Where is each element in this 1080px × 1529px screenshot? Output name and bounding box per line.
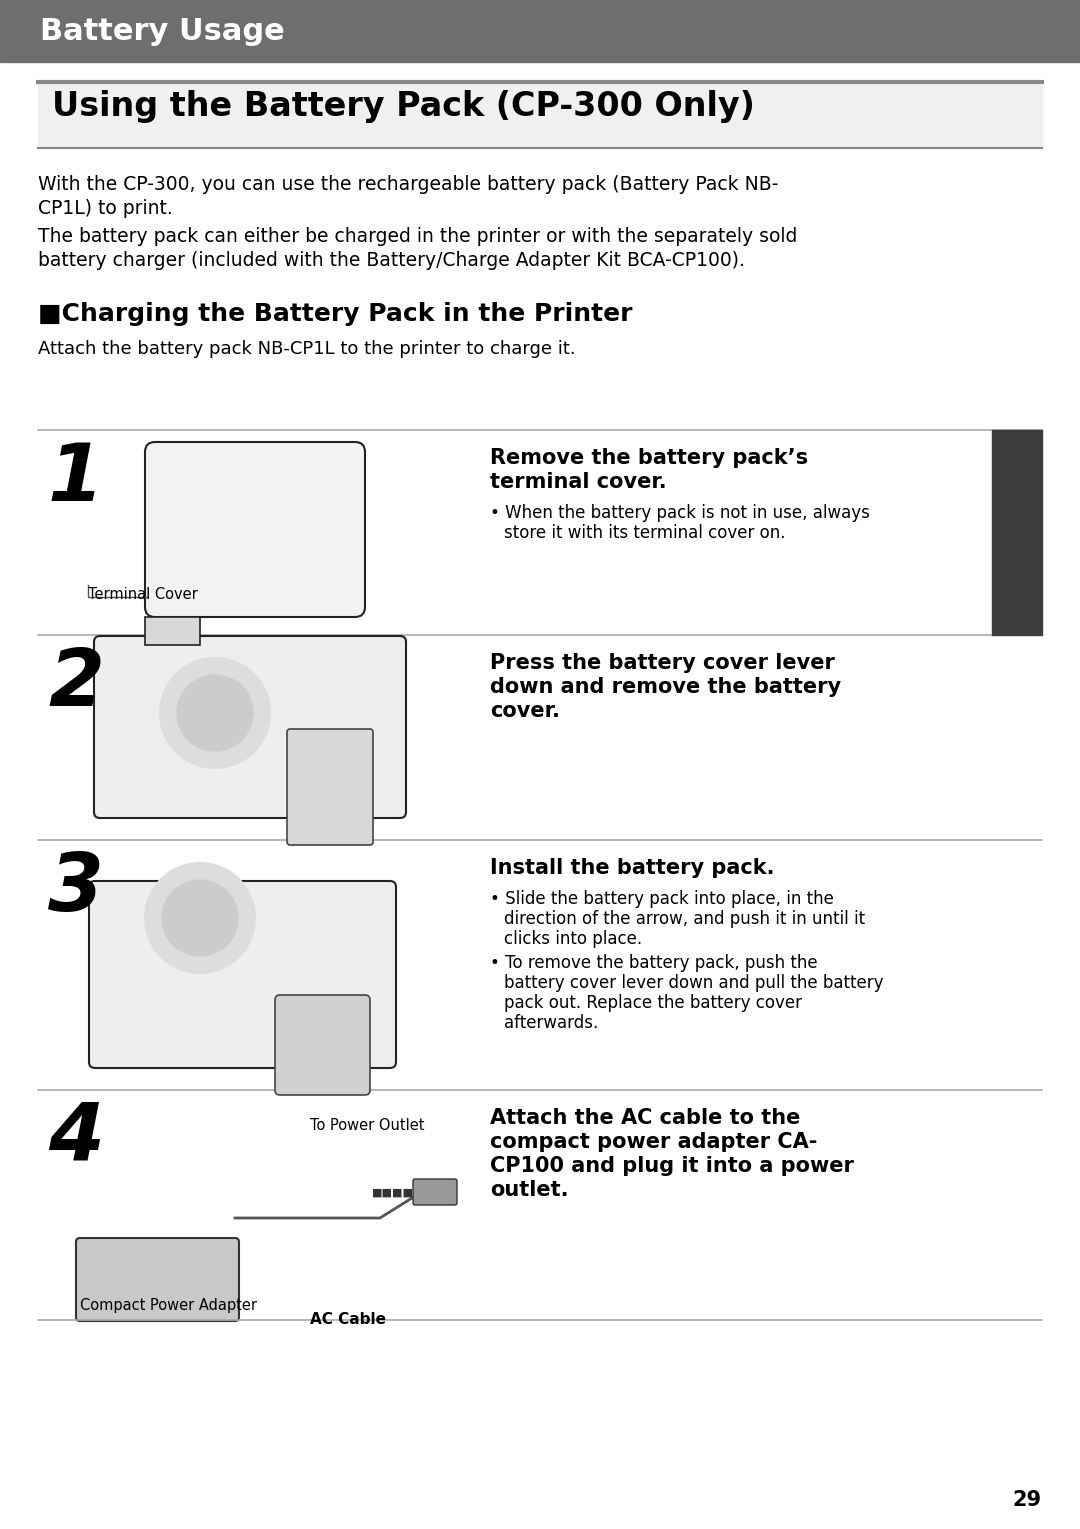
Text: Install the battery pack.: Install the battery pack. xyxy=(490,858,774,878)
FancyBboxPatch shape xyxy=(275,995,370,1095)
Text: compact power adapter CA-: compact power adapter CA- xyxy=(490,1131,818,1151)
Text: To Power Outlet: To Power Outlet xyxy=(310,1118,424,1133)
Bar xyxy=(0,0,1080,63)
Text: With the CP-300, you can use the rechargeable battery pack (Battery Pack NB-: With the CP-300, you can use the recharg… xyxy=(38,174,779,194)
Text: ■Charging the Battery Pack in the Printer: ■Charging the Battery Pack in the Printe… xyxy=(38,303,633,326)
Text: Remove the battery pack’s: Remove the battery pack’s xyxy=(490,448,808,468)
Circle shape xyxy=(177,674,253,751)
Text: • When the battery pack is not in use, always: • When the battery pack is not in use, a… xyxy=(490,505,869,521)
Bar xyxy=(145,618,200,645)
Text: 3: 3 xyxy=(48,850,104,928)
Text: down and remove the battery: down and remove the battery xyxy=(490,677,841,697)
FancyBboxPatch shape xyxy=(89,881,396,1067)
Text: Using the Battery Pack (CP-300 Only): Using the Battery Pack (CP-300 Only) xyxy=(52,90,755,122)
FancyBboxPatch shape xyxy=(413,1179,457,1205)
Text: 4: 4 xyxy=(48,1099,104,1177)
Circle shape xyxy=(145,862,255,972)
Bar xyxy=(993,430,1042,635)
Bar xyxy=(38,83,1042,148)
Text: 1: 1 xyxy=(48,440,104,518)
Text: direction of the arrow, and push it in until it: direction of the arrow, and push it in u… xyxy=(504,910,865,928)
Text: CP100 and plug it into a power: CP100 and plug it into a power xyxy=(490,1156,854,1176)
Text: Attach the battery pack NB-CP1L to the printer to charge it.: Attach the battery pack NB-CP1L to the p… xyxy=(38,339,576,358)
Text: AC Cable: AC Cable xyxy=(310,1312,386,1327)
Text: • Slide the battery pack into place, in the: • Slide the battery pack into place, in … xyxy=(490,890,834,908)
Text: 2: 2 xyxy=(48,645,104,723)
Text: outlet.: outlet. xyxy=(490,1180,568,1200)
Text: battery charger (included with the Battery/Charge Adapter Kit BCA-CP100).: battery charger (included with the Batte… xyxy=(38,251,745,271)
FancyBboxPatch shape xyxy=(287,729,373,846)
Text: Compact Power Adapter: Compact Power Adapter xyxy=(80,1298,257,1313)
Text: clicks into place.: clicks into place. xyxy=(504,930,643,948)
Text: 29: 29 xyxy=(1013,1489,1042,1511)
Text: Press the battery cover lever: Press the battery cover lever xyxy=(490,653,835,673)
FancyBboxPatch shape xyxy=(145,442,365,618)
Text: terminal cover.: terminal cover. xyxy=(490,472,666,492)
Text: Attach the AC cable to the: Attach the AC cable to the xyxy=(490,1109,800,1128)
Text: CP1L) to print.: CP1L) to print. xyxy=(38,199,173,219)
Circle shape xyxy=(162,881,238,956)
Text: battery cover lever down and pull the battery: battery cover lever down and pull the ba… xyxy=(504,974,883,992)
Text: store it with its terminal cover on.: store it with its terminal cover on. xyxy=(504,524,785,541)
Text: Terminal Cover: Terminal Cover xyxy=(87,587,198,602)
Text: Battery Usage: Battery Usage xyxy=(40,17,285,46)
Text: The battery pack can either be charged in the printer or with the separately sol: The battery pack can either be charged i… xyxy=(38,226,797,246)
Text: cover.: cover. xyxy=(490,700,559,722)
Text: ■■■■■: ■■■■■ xyxy=(372,1188,424,1199)
Text: afterwards.: afterwards. xyxy=(504,1014,598,1032)
FancyBboxPatch shape xyxy=(94,636,406,818)
FancyBboxPatch shape xyxy=(76,1238,239,1321)
Text: pack out. Replace the battery cover: pack out. Replace the battery cover xyxy=(504,994,802,1012)
Text: • To remove the battery pack, push the: • To remove the battery pack, push the xyxy=(490,954,818,972)
Circle shape xyxy=(160,657,270,768)
